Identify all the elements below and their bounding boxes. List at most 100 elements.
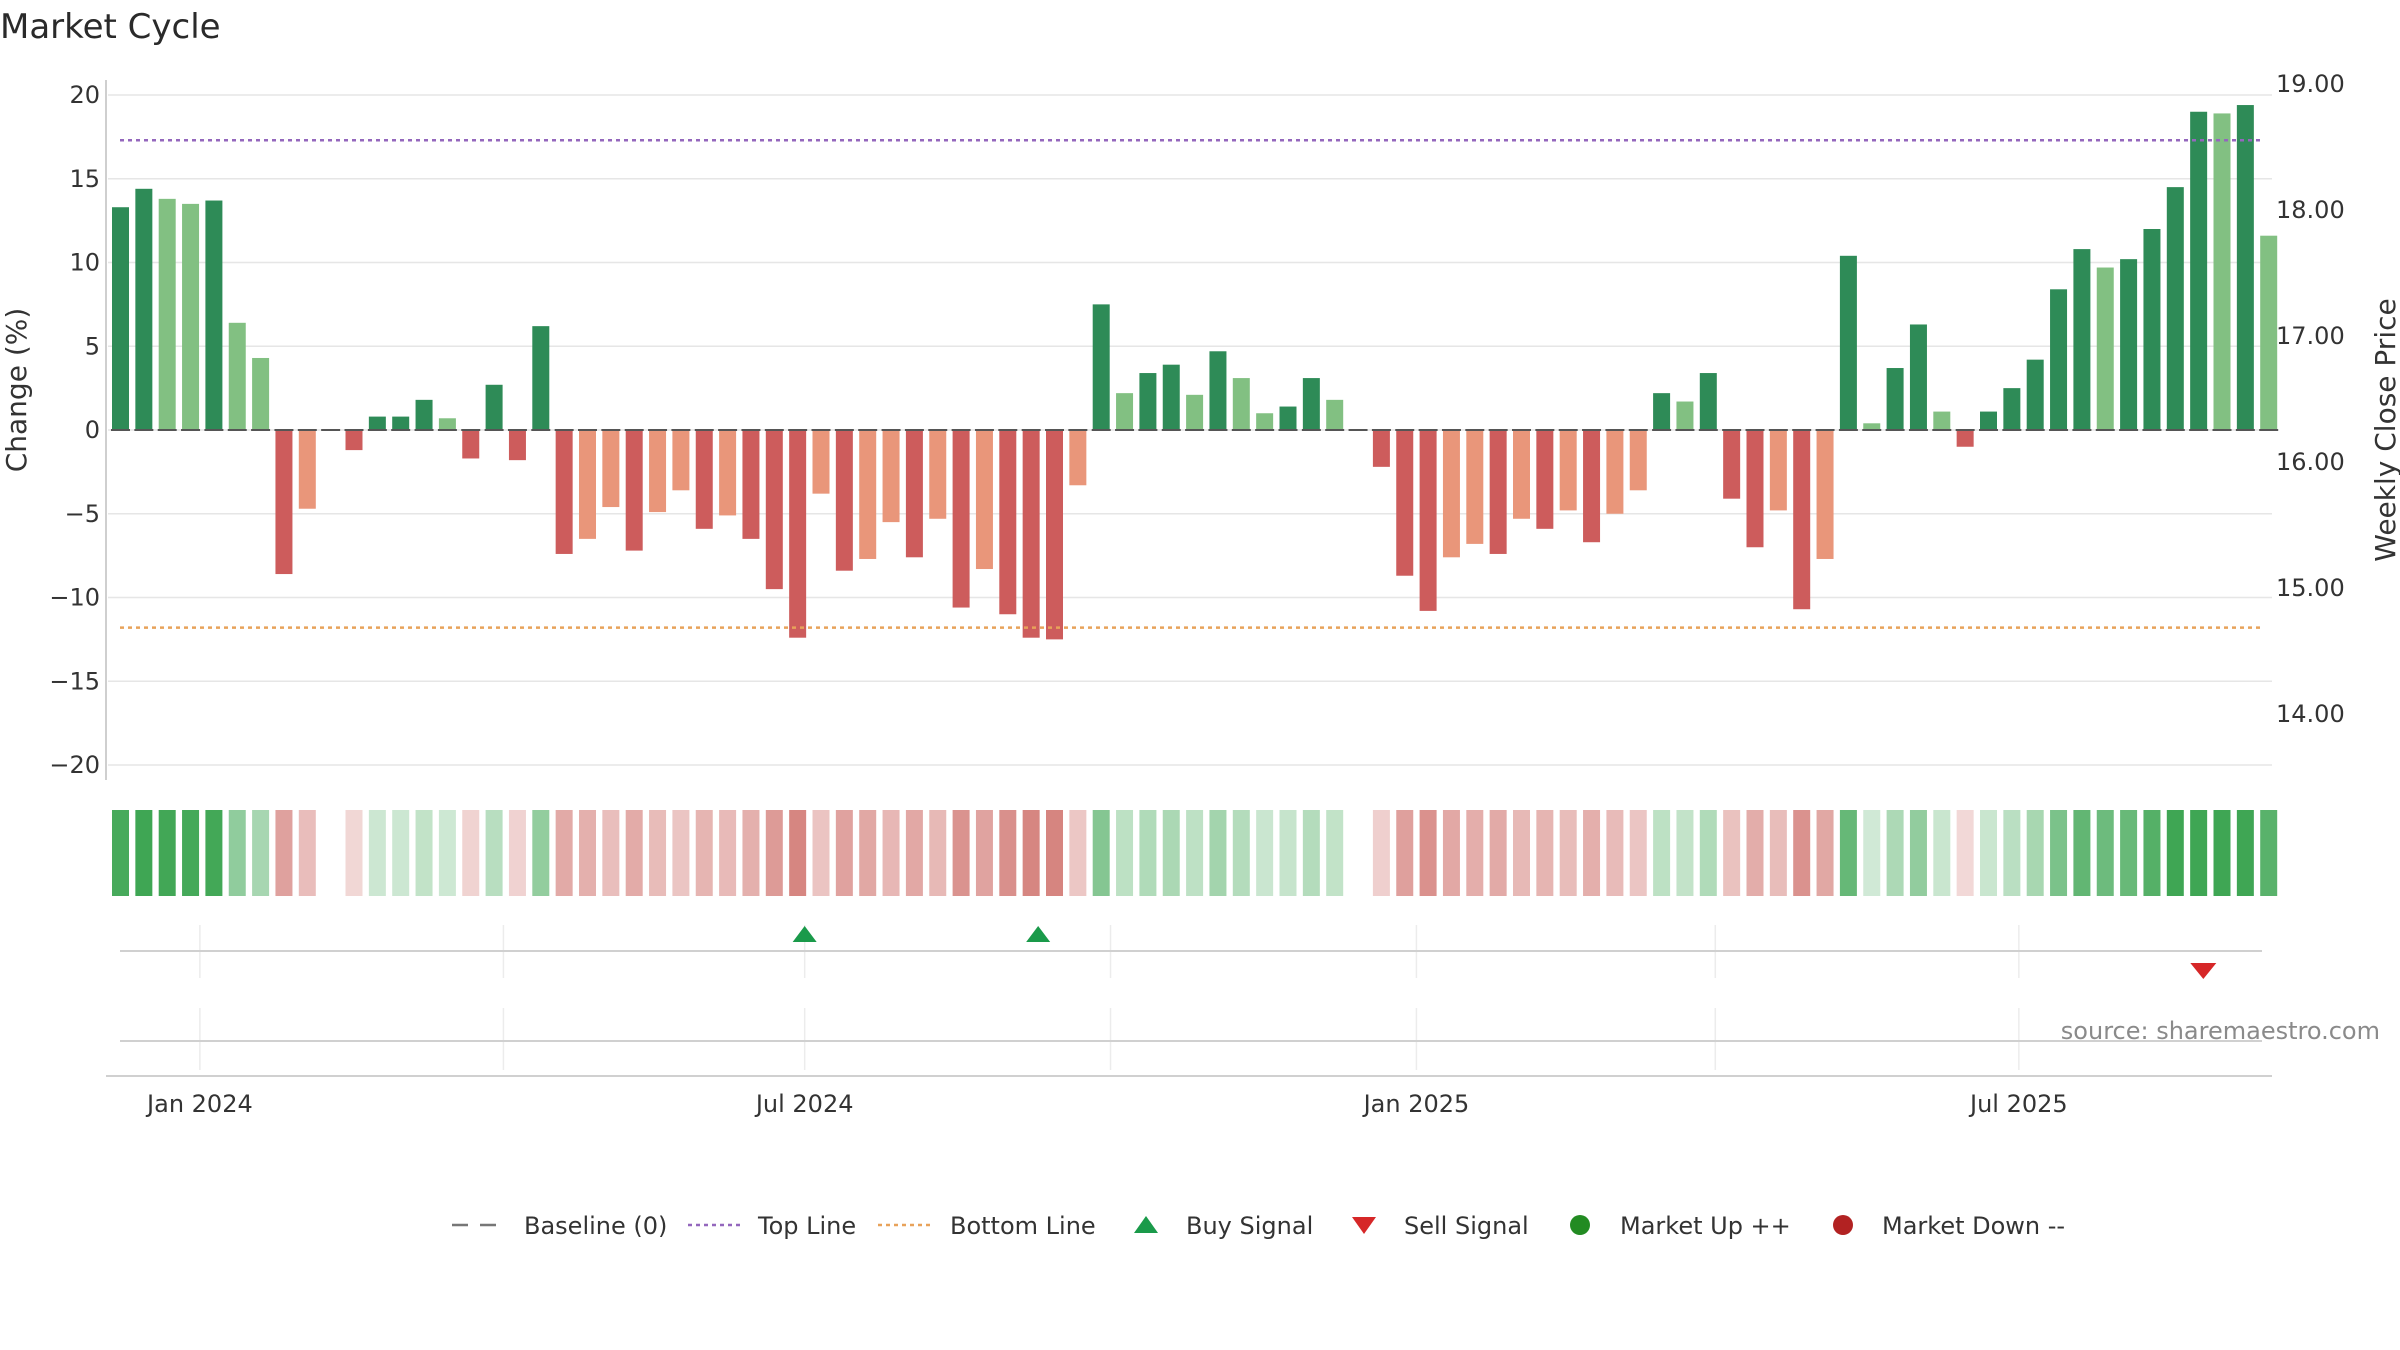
strip-cell xyxy=(1069,810,1087,896)
bar xyxy=(765,430,783,590)
legend-market-down-icon xyxy=(1833,1215,1853,1235)
bar xyxy=(1933,411,1951,430)
x-gridlines xyxy=(199,925,2020,1070)
strip-cell xyxy=(882,810,900,896)
bar xyxy=(999,430,1017,615)
strip-cell xyxy=(1466,810,1484,896)
legend-market-up-icon xyxy=(1570,1215,1590,1235)
strip-cell xyxy=(1209,810,1227,896)
bar xyxy=(1046,430,1063,640)
legend-label: Top Line xyxy=(757,1212,856,1240)
strip-cell xyxy=(2236,810,2254,896)
bar xyxy=(252,357,270,430)
y2-axis-label: Weekly Close Price xyxy=(2369,298,2400,561)
bar xyxy=(1653,393,1671,430)
strip-cell xyxy=(1606,810,1624,896)
legend-label: Market Down -- xyxy=(1882,1212,2065,1240)
strip-cell xyxy=(2213,810,2231,896)
bar xyxy=(1396,430,1414,576)
bar xyxy=(1256,413,1274,430)
strip-cell xyxy=(1676,810,1694,896)
bar xyxy=(1956,430,1974,447)
strip-cell xyxy=(2166,810,2184,896)
strip-cell xyxy=(1583,810,1601,896)
x-tick-label: Jan 2025 xyxy=(1362,1090,1470,1118)
bar xyxy=(1559,430,1577,511)
bar xyxy=(182,203,200,430)
strip-cell xyxy=(602,810,620,896)
bar xyxy=(1162,364,1180,430)
strip-cell xyxy=(695,810,713,896)
bar xyxy=(905,430,923,558)
strip-cell xyxy=(672,810,690,896)
legend-buy-icon xyxy=(1134,1216,1158,1233)
strip-cell xyxy=(649,810,667,896)
legend-item-mup: Market Up ++ xyxy=(1570,1212,1791,1240)
strip-cell xyxy=(1746,810,1764,896)
bar xyxy=(555,430,573,554)
strip-cell xyxy=(2003,810,2021,896)
bar xyxy=(2096,267,2114,430)
bar xyxy=(2003,388,2021,430)
strip-cell xyxy=(228,810,246,896)
strip-cell xyxy=(2050,810,2068,896)
legend-item-top: Top Line xyxy=(688,1212,856,1240)
bar xyxy=(158,198,176,430)
bar xyxy=(835,430,853,571)
bar xyxy=(2166,187,2184,430)
strip-cell xyxy=(1302,810,1320,896)
bar xyxy=(1326,399,1344,430)
strip-cell xyxy=(1022,810,1040,896)
strip-cell xyxy=(1232,810,1250,896)
bar xyxy=(2026,359,2044,430)
strip-cell xyxy=(1909,810,1927,896)
bar xyxy=(485,384,503,430)
bar xyxy=(1699,373,1717,430)
bar xyxy=(859,430,877,559)
bar xyxy=(719,430,737,516)
strip-cell xyxy=(1863,810,1881,896)
legend: Baseline (0) Top Line Bottom Line Buy Signa… xyxy=(452,1212,2065,1240)
y-tick-label: −5 xyxy=(65,500,100,528)
sell-signal-marker xyxy=(2190,963,2217,979)
bar xyxy=(1863,423,1881,430)
strip-cell xyxy=(1559,810,1577,896)
bar xyxy=(1489,430,1507,554)
strip-cell xyxy=(2026,810,2044,896)
legend-item-buy: Buy Signal xyxy=(1134,1212,1313,1240)
strip-cell xyxy=(625,810,643,896)
bar xyxy=(1139,373,1157,430)
bar xyxy=(625,430,643,551)
strip-cell xyxy=(555,810,573,896)
axes xyxy=(105,80,2272,1077)
bar xyxy=(1839,255,1857,430)
x-tick-label: Jul 2025 xyxy=(1968,1090,2068,1118)
bar xyxy=(2213,113,2231,431)
legend-item-sell: Sell Signal xyxy=(1352,1212,1529,1240)
strip-cell xyxy=(1489,810,1507,896)
y-tick-label: 5 xyxy=(85,332,100,360)
bar xyxy=(742,430,760,539)
strip-cell xyxy=(2143,810,2161,896)
legend-label: Bottom Line xyxy=(950,1212,1096,1240)
y-tick-label: −15 xyxy=(49,667,100,695)
strip-cell xyxy=(298,810,316,896)
bar xyxy=(1676,401,1694,430)
y-axis-ticks: 20 15 10 5 0 −5 −10 −15 −20 xyxy=(49,81,100,779)
bar xyxy=(1372,430,1390,467)
legend-label: Buy Signal xyxy=(1186,1212,1313,1240)
bar xyxy=(1980,411,1997,430)
strip-cell xyxy=(368,810,386,896)
legend-item-bottom: Bottom Line xyxy=(878,1212,1096,1240)
bar xyxy=(1909,324,1927,430)
bar xyxy=(1629,430,1647,491)
strip-cell xyxy=(789,810,807,896)
strip-cell xyxy=(2190,810,2208,896)
strip-cell xyxy=(1326,810,1344,896)
strip-cell xyxy=(462,810,480,896)
bar xyxy=(2260,235,2278,430)
strip-cell xyxy=(2260,810,2278,896)
legend-item-mdown: Market Down -- xyxy=(1833,1212,2065,1240)
bar xyxy=(1232,378,1250,430)
x-tick-label: Jul 2024 xyxy=(754,1090,854,1118)
